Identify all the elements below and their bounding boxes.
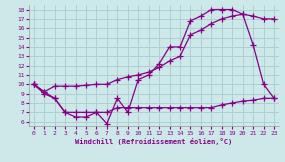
X-axis label: Windchill (Refroidissement éolien,°C): Windchill (Refroidissement éolien,°C) (75, 138, 233, 145)
